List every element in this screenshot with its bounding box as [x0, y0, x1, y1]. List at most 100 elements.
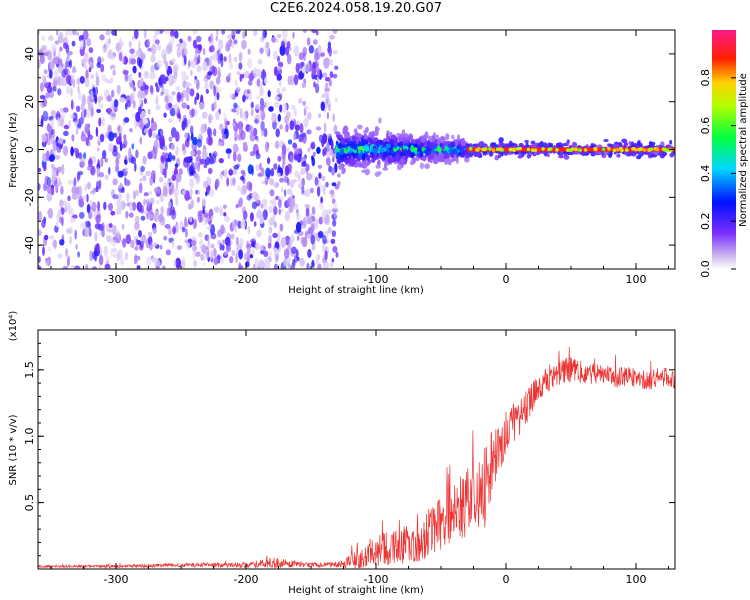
spectrogram-cell [299, 257, 305, 267]
spectrogram-cell [238, 62, 243, 70]
colorbar-label: Normalized spectral amplitude [738, 73, 749, 227]
spectrogram-cell [213, 257, 219, 266]
spectrogram-cell [293, 108, 297, 117]
spectrogram-cell [196, 149, 202, 156]
spectrogram-cell [271, 112, 277, 123]
spectrogram-cell [184, 220, 189, 228]
spectrogram-cell [294, 203, 299, 210]
spectrogram-cell [54, 183, 59, 192]
snr-x-tick-label: -100 [364, 573, 389, 586]
spectrogram-cell [293, 118, 296, 127]
spectrogram-cell [278, 92, 283, 99]
spectrogram-cell [162, 186, 168, 197]
spectrogram-cell [68, 119, 72, 128]
spectrogram-cell [438, 155, 444, 163]
spectrogram-cell [155, 200, 160, 205]
spectrogram-cell [608, 153, 612, 158]
spectrogram-cell [112, 224, 117, 236]
spectrogram-cell [143, 70, 150, 79]
spectrogram-cell [351, 152, 355, 156]
spectrogram-cell [277, 34, 282, 39]
spectrogram-cell [419, 142, 425, 147]
spectrogram-cell [317, 45, 322, 54]
spectrogram-cell [63, 107, 69, 113]
spectrogram-cell [42, 98, 47, 107]
spectrogram-cell [166, 207, 170, 217]
spectrogram-cell [57, 209, 62, 217]
spectrogram-cell [72, 30, 77, 36]
spectrogram-cell [257, 259, 264, 269]
spectrogram-cell [108, 131, 115, 142]
spectrogram-cell [54, 68, 58, 78]
spectrogram-cell [260, 180, 266, 185]
spectrogram-cell [142, 118, 149, 125]
spectrogram-cell [326, 231, 329, 241]
spectrogram-cell [77, 85, 80, 94]
spectrogram-cell [299, 123, 304, 134]
spectrogram-cell [89, 200, 93, 207]
spectrogram-cell [341, 137, 345, 145]
spectrogram-cell [333, 211, 337, 219]
spectrogram-cell [38, 256, 41, 263]
spectrogram-cell [57, 253, 63, 260]
spectrogram-cell [162, 152, 166, 157]
spectrogram-cell [64, 202, 71, 209]
spectrogram-cell [237, 220, 242, 229]
spectrogram-cell [73, 188, 79, 200]
spectrogram-cell [248, 182, 253, 192]
spectrogram-x-tick-label: 0 [503, 273, 510, 286]
spectrogram-cell [325, 157, 329, 165]
spectrogram-cell [101, 73, 106, 82]
spectrogram-cell [289, 120, 295, 131]
spectrogram-cell [324, 209, 327, 221]
spectrogram-cell [202, 252, 207, 262]
spectrogram-cell [107, 38, 112, 44]
spectrogram-cell [129, 94, 134, 102]
spectrogram-cell [172, 226, 177, 235]
spectrogram-cell [592, 151, 596, 155]
spectrogram-cell [59, 199, 64, 209]
spectrogram-cell [67, 51, 73, 56]
spectrogram-cell [284, 115, 289, 125]
spectrogram-cell [77, 172, 81, 180]
spectrogram-cell [235, 204, 239, 209]
spectrogram-cell [424, 163, 430, 170]
spectrogram-cell [95, 243, 100, 252]
spectrogram-cell [223, 212, 227, 217]
snr-x-tick-label: -300 [104, 573, 129, 586]
spectrogram-cell [251, 201, 258, 210]
spectrogram-cell [268, 234, 272, 245]
spectrogram-cell [57, 65, 63, 74]
spectrogram-cell [344, 138, 349, 143]
spectrogram-cell [129, 204, 133, 212]
spectrogram-cell [38, 229, 42, 236]
spectrogram-cell [238, 249, 244, 260]
spectrogram-cell [261, 30, 266, 41]
spectrogram-cell [260, 250, 265, 255]
spectrogram-cell [179, 220, 184, 230]
spectrogram-cell [303, 117, 309, 128]
spectrogram-cell [132, 99, 136, 109]
spectrogram-cell [324, 60, 330, 70]
spectrogram-cell [171, 58, 176, 63]
spectrogram-cell [165, 88, 169, 98]
spectrogram-cell [315, 126, 322, 131]
spectrogram-cell [290, 74, 294, 86]
spectrogram-cell [88, 228, 92, 237]
spectrogram-cell [302, 30, 307, 33]
spectrogram-cell [268, 229, 272, 234]
spectrogram-cell [199, 158, 206, 165]
spectrogram-cell [268, 106, 274, 112]
spectrogram-cell [282, 102, 288, 113]
spectrogram-cell [430, 152, 435, 159]
spectrogram-cell [526, 147, 531, 152]
spectrogram-cell [331, 230, 336, 238]
spectrogram-cell [293, 75, 299, 83]
spectrogram-x-tick-label: -100 [364, 273, 389, 286]
spectrogram-cell [156, 59, 163, 68]
spectrogram-cell [318, 134, 323, 143]
spectrogram-cell [170, 30, 176, 38]
spectrogram-cell [65, 248, 68, 257]
spectrogram-cell [58, 34, 64, 44]
